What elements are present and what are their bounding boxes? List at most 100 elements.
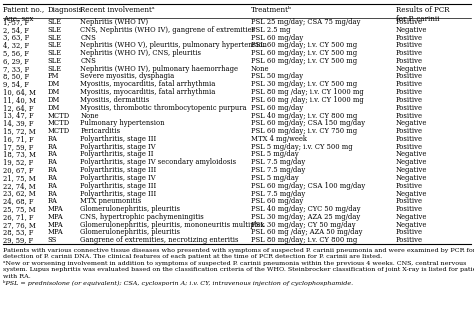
Text: SLE: SLE — [47, 65, 62, 73]
Text: PM: PM — [47, 72, 59, 81]
Text: Diagnosis: Diagnosis — [47, 6, 82, 13]
Text: PSL 60 mg/day; i.v. CY 500 mg: PSL 60 mg/day; i.v. CY 500 mg — [251, 57, 357, 65]
Text: Pulmonary hypertension: Pulmonary hypertension — [80, 119, 165, 127]
Text: MTX pneumonitis: MTX pneumonitis — [80, 197, 141, 205]
Text: 2, 54, F: 2, 54, F — [3, 26, 29, 34]
Text: None: None — [251, 65, 270, 73]
Text: RA: RA — [47, 166, 57, 174]
Text: 26, 71, F: 26, 71, F — [3, 213, 34, 221]
Text: PSL 60 mg/day: PSL 60 mg/day — [251, 197, 303, 205]
Text: Polyarthritis, stage III: Polyarthritis, stage III — [80, 166, 156, 174]
Text: MPA: MPA — [47, 229, 63, 236]
Text: PSL 30 mg/day; CY 50 mg/day: PSL 30 mg/day; CY 50 mg/day — [251, 221, 356, 229]
Text: Negative: Negative — [396, 174, 428, 182]
Text: Positive: Positive — [396, 182, 423, 190]
Text: 19, 52, F: 19, 52, F — [3, 158, 33, 166]
Text: Polyarthritis, stage II: Polyarthritis, stage II — [80, 151, 154, 158]
Text: ᵇPSL = prednisolone (or equivalent); CSA, cyclosporin A; i.v. CY, intravenous in: ᵇPSL = prednisolone (or equivalent); CSA… — [3, 280, 353, 286]
Text: Glomerulonephritis, pleuritis: Glomerulonephritis, pleuritis — [80, 229, 180, 236]
Text: MTX 4 mg/week: MTX 4 mg/week — [251, 135, 307, 143]
Text: PSL 40 mg/day; CYC 50 mg/day: PSL 40 mg/day; CYC 50 mg/day — [251, 205, 361, 213]
Text: Negative: Negative — [396, 166, 428, 174]
Text: 21, 75, M: 21, 75, M — [3, 174, 36, 182]
Text: Negative: Negative — [396, 65, 428, 73]
Text: DM: DM — [47, 80, 60, 88]
Text: PSL 40 mg/day; i.v. CY 800 mg: PSL 40 mg/day; i.v. CY 800 mg — [251, 111, 357, 120]
Text: Polyarthritis, stage IV: Polyarthritis, stage IV — [80, 143, 156, 151]
Text: PSL 60 mg/day; i.v. CY 500 mg: PSL 60 mg/day; i.v. CY 500 mg — [251, 41, 357, 49]
Text: Positive: Positive — [396, 143, 423, 151]
Text: None: None — [80, 111, 99, 120]
Text: SS: SS — [47, 236, 57, 244]
Text: 17, 59, F: 17, 59, F — [3, 143, 33, 151]
Text: Positive: Positive — [396, 229, 423, 236]
Text: DM: DM — [47, 96, 60, 104]
Text: Negative: Negative — [396, 213, 428, 221]
Text: with RA.: with RA. — [3, 274, 31, 279]
Text: PSL 80 mg/day; i.v. CY 800 mg: PSL 80 mg/day; i.v. CY 800 mg — [251, 236, 357, 244]
Text: RA: RA — [47, 197, 57, 205]
Text: CNS: CNS — [80, 57, 96, 65]
Text: Positive: Positive — [396, 41, 423, 49]
Text: RA: RA — [47, 189, 57, 198]
Text: PSL 25 mg/day; CSA 75 mg/day: PSL 25 mg/day; CSA 75 mg/day — [251, 18, 361, 26]
Text: Positive: Positive — [396, 104, 423, 112]
Text: PSL 60 mg/day: PSL 60 mg/day — [251, 34, 303, 41]
Text: Polyarthritis, stage IV secondary amyloidosis: Polyarthritis, stage IV secondary amyloi… — [80, 158, 237, 166]
Text: CNS, Nephritis (WHO IV), gangrene of extremities: CNS, Nephritis (WHO IV), gangrene of ext… — [80, 26, 255, 34]
Text: SLE: SLE — [47, 26, 62, 34]
Text: 11, 40, M: 11, 40, M — [3, 96, 36, 104]
Text: 10, 64, M: 10, 64, M — [3, 88, 36, 96]
Text: RA: RA — [47, 174, 57, 182]
Text: 20, 67, F: 20, 67, F — [3, 166, 34, 174]
Text: SLE: SLE — [47, 18, 62, 26]
Text: 12, 64, F: 12, 64, F — [3, 104, 34, 112]
Text: SLE: SLE — [47, 34, 62, 41]
Text: MCTD: MCTD — [47, 111, 70, 120]
Text: PSL 60 mg/day: PSL 60 mg/day — [251, 104, 303, 112]
Text: PSL 30 mg/day; AZA 25 mg/day: PSL 30 mg/day; AZA 25 mg/day — [251, 213, 360, 221]
Text: PSL 60 mg /day; AZA 50 mg/day: PSL 60 mg /day; AZA 50 mg/day — [251, 229, 363, 236]
Text: Myositis, myocarditis, fatal arrhythmia: Myositis, myocarditis, fatal arrhythmia — [80, 80, 216, 88]
Text: Positive: Positive — [396, 127, 423, 135]
Text: Recent involvementᵃ: Recent involvementᵃ — [80, 6, 155, 13]
Text: Pericarditis: Pericarditis — [80, 127, 120, 135]
Text: Negative: Negative — [396, 189, 428, 198]
Text: 4, 32, F: 4, 32, F — [3, 41, 29, 49]
Text: ᵃNew or worsening involvement in addition to symptoms of suspected P. carinii pn: ᵃNew or worsening involvement in additio… — [3, 261, 466, 266]
Text: Glomerulonephritis, pleuritis, mononeuritis multiplex: Glomerulonephritis, pleuritis, mononeuri… — [80, 221, 264, 229]
Text: 27, 76, M: 27, 76, M — [3, 221, 36, 229]
Text: Positive: Positive — [396, 96, 423, 104]
Text: RA: RA — [47, 135, 57, 143]
Text: 29, 59, F: 29, 59, F — [3, 236, 33, 244]
Text: PSL 60 mg/day; CSA 150 mg/day: PSL 60 mg/day; CSA 150 mg/day — [251, 119, 365, 127]
Text: 22, 74, M: 22, 74, M — [3, 182, 36, 190]
Text: 23, 62, M: 23, 62, M — [3, 189, 36, 198]
Text: 5, 56, F: 5, 56, F — [3, 49, 29, 57]
Text: PSL 7.5 mg/day: PSL 7.5 mg/day — [251, 189, 305, 198]
Text: 18, 73, M: 18, 73, M — [3, 151, 36, 158]
Text: detection of P. carinii DNA. The clinical features of each patient at the time o: detection of P. carinii DNA. The clinica… — [3, 254, 382, 259]
Text: Nephritis (WHO V), pleuritis, pulmonary hypertension: Nephritis (WHO V), pleuritis, pulmonary … — [80, 41, 267, 49]
Text: 6, 29, F: 6, 29, F — [3, 57, 29, 65]
Text: 1, 57, F: 1, 57, F — [3, 18, 29, 26]
Text: PSL 80 mg /day; i.v. CY 1000 mg: PSL 80 mg /day; i.v. CY 1000 mg — [251, 88, 364, 96]
Text: RA: RA — [47, 182, 57, 190]
Text: Positive: Positive — [396, 205, 423, 213]
Text: CNS, hypertrophic pachymeningitis: CNS, hypertrophic pachymeningitis — [80, 213, 204, 221]
Text: Positive: Positive — [396, 197, 423, 205]
Text: PSL 60 mg/day; i.v. CY 500 mg: PSL 60 mg/day; i.v. CY 500 mg — [251, 49, 357, 57]
Text: Treatmentᵇ: Treatmentᵇ — [251, 6, 292, 13]
Text: MCTD: MCTD — [47, 119, 70, 127]
Text: MPA: MPA — [47, 205, 63, 213]
Text: Polyarthritis, stage IV: Polyarthritis, stage IV — [80, 174, 156, 182]
Text: Nephritis (WHO IV), CNS, pleuritis: Nephritis (WHO IV), CNS, pleuritis — [80, 49, 201, 57]
Text: 13, 47, F: 13, 47, F — [3, 111, 34, 120]
Text: SLE: SLE — [47, 49, 62, 57]
Text: Positive: Positive — [396, 88, 423, 96]
Text: PSL 7.5 mg/day: PSL 7.5 mg/day — [251, 166, 305, 174]
Text: 14, 39, F: 14, 39, F — [3, 119, 34, 127]
Text: Glomerulonephritis, pleuritis: Glomerulonephritis, pleuritis — [80, 205, 180, 213]
Text: Positive: Positive — [396, 111, 423, 120]
Text: Nephritis (WHO IV), pulmonary haemorrhage: Nephritis (WHO IV), pulmonary haemorrhag… — [80, 65, 238, 73]
